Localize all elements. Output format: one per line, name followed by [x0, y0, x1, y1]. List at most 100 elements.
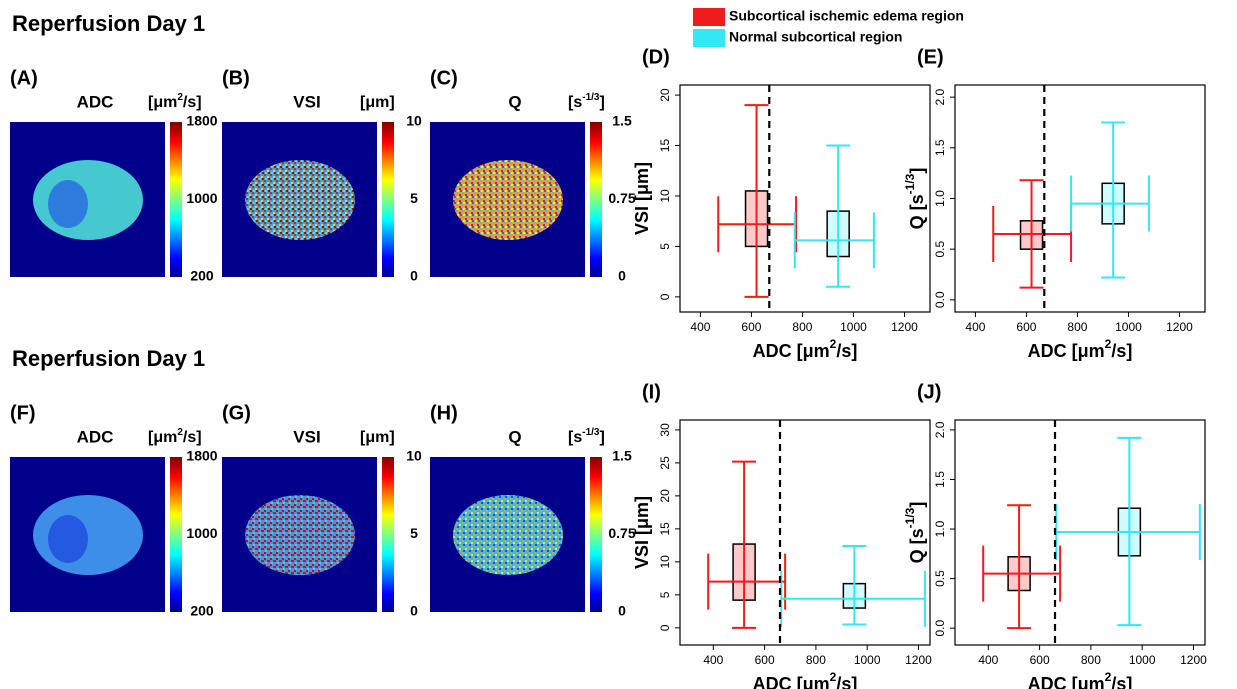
panel-title: VSI [293, 427, 320, 446]
text-part: VSI [μm] [632, 496, 652, 569]
y-tick-label: 15 [658, 139, 672, 153]
text-part: ADC [μm [1028, 341, 1105, 361]
text-part: /s] [183, 94, 202, 111]
x-axis-label: ADC [μm2/s] [1028, 670, 1133, 689]
brain-slice [453, 160, 563, 240]
superscript: 2 [830, 670, 837, 684]
panel-label: (I) [642, 381, 661, 403]
y-tick-label: 5 [658, 591, 672, 598]
text-part: [s [568, 94, 582, 111]
text-part: ] [599, 429, 604, 446]
y-axis-label: Q [s-1/3] [903, 168, 927, 230]
colorbar [590, 122, 602, 277]
text-part: [μm [148, 429, 177, 446]
text-part: /s] [183, 429, 202, 446]
y-tick-label: 30 [658, 423, 672, 437]
y-tick-label: 5 [658, 243, 672, 250]
colorbar-tick-label: 10 [406, 113, 422, 129]
legend-label: Normal subcortical region [729, 29, 902, 45]
superscript: 2 [830, 337, 837, 351]
y-tick-label: 1.0 [933, 190, 947, 207]
y-tick-label: 10 [658, 189, 672, 203]
x-tick-label: 800 [806, 653, 826, 667]
x-tick-label: 600 [741, 320, 761, 334]
y-tick-label: 15 [658, 522, 672, 536]
colorbar [170, 457, 182, 612]
panel-title: Q [508, 92, 521, 111]
x-tick-label: 1200 [891, 320, 918, 334]
text-part: [s [568, 429, 582, 446]
unit-label: [μm] [360, 94, 395, 111]
x-tick-label: 1200 [1166, 320, 1193, 334]
colorbar-tick-label: 0 [618, 268, 626, 284]
superscript: -1/3 [582, 427, 600, 438]
y-tick-label: 0.5 [933, 570, 947, 587]
colorbar-tick-label: 0 [410, 268, 418, 284]
text-part: ADC [μm [753, 341, 830, 361]
text-part: ] [599, 94, 604, 111]
colorbar-tick-label: 1.5 [612, 113, 632, 129]
x-tick-label: 1000 [854, 653, 881, 667]
colorbar-tick-label: 1800 [186, 448, 217, 464]
y-tick-label: 1.5 [933, 139, 947, 156]
unit-label: [s-1/3] [568, 92, 605, 111]
colorbar [590, 457, 602, 612]
y-tick-label: 0.0 [933, 619, 947, 636]
plot-frame [679, 84, 931, 313]
superscript: 2 [177, 427, 183, 438]
plot-frame [679, 419, 931, 646]
panel-label: (F) [10, 402, 36, 424]
y-tick-label: 25 [658, 456, 672, 470]
text-part: [μm [148, 94, 177, 111]
legend-swatch [693, 8, 725, 26]
text-part: ADC [μm [753, 674, 830, 689]
text-part: Q [s [907, 194, 927, 229]
colorbar-tick-label: 1000 [186, 190, 217, 206]
lesion-region [48, 180, 88, 228]
text-part: ] [907, 168, 927, 174]
y-tick-label: 0.0 [933, 291, 947, 308]
x-tick-label: 1200 [1180, 653, 1207, 667]
panel-title: VSI [293, 92, 320, 111]
section-title: Reperfusion Day 1 [12, 346, 205, 371]
colorbar-tick-label: 200 [190, 268, 214, 284]
x-tick-label: 1000 [1115, 320, 1142, 334]
colorbar-tick-label: 5 [410, 190, 418, 206]
text-part: VSI [μm] [632, 162, 652, 235]
y-tick-label: 1.0 [933, 520, 947, 537]
panel-title: ADC [77, 92, 114, 111]
unit-label: [s-1/3] [568, 427, 605, 446]
x-tick-label: 400 [965, 320, 985, 334]
colorbar-tick-label: 0 [618, 603, 626, 619]
y-axis-label: Q [s-1/3] [903, 502, 927, 564]
colorbar-tick-label: 0.75 [608, 525, 635, 541]
y-tick-label: 10 [658, 555, 672, 569]
superscript: 2 [177, 92, 183, 103]
panel-label: (D) [642, 46, 670, 68]
x-tick-label: 1000 [840, 320, 867, 334]
x-tick-label: 600 [755, 653, 775, 667]
colorbar-tick-label: 0.75 [608, 190, 635, 206]
y-axis-label: VSI [μm] [632, 162, 652, 235]
x-tick-label: 400 [978, 653, 998, 667]
y-tick-label: 0 [658, 293, 672, 300]
legend-label: Subcortical ischemic edema region [729, 8, 964, 24]
colorbar-tick-label: 10 [406, 448, 422, 464]
y-axis-label: VSI [μm] [632, 496, 652, 569]
y-tick-label: 1.5 [933, 471, 947, 488]
x-tick-label: 1200 [905, 653, 932, 667]
colorbar [382, 122, 394, 277]
x-axis-label: ADC [μm2/s] [753, 337, 858, 361]
plot-frame [954, 419, 1206, 646]
colorbar [170, 122, 182, 277]
panel-label: (C) [430, 67, 458, 89]
y-tick-label: 20 [658, 489, 672, 503]
y-tick-label: 20 [658, 88, 672, 102]
legend-swatch [693, 29, 725, 47]
text-part: [μm] [360, 94, 395, 111]
x-tick-label: 1000 [1129, 653, 1156, 667]
colorbar-tick-label: 1.5 [612, 448, 632, 464]
x-axis-label: ADC [μm2/s] [753, 670, 858, 689]
colorbar-tick-label: 0 [410, 603, 418, 619]
text-part: /s] [1111, 674, 1132, 689]
